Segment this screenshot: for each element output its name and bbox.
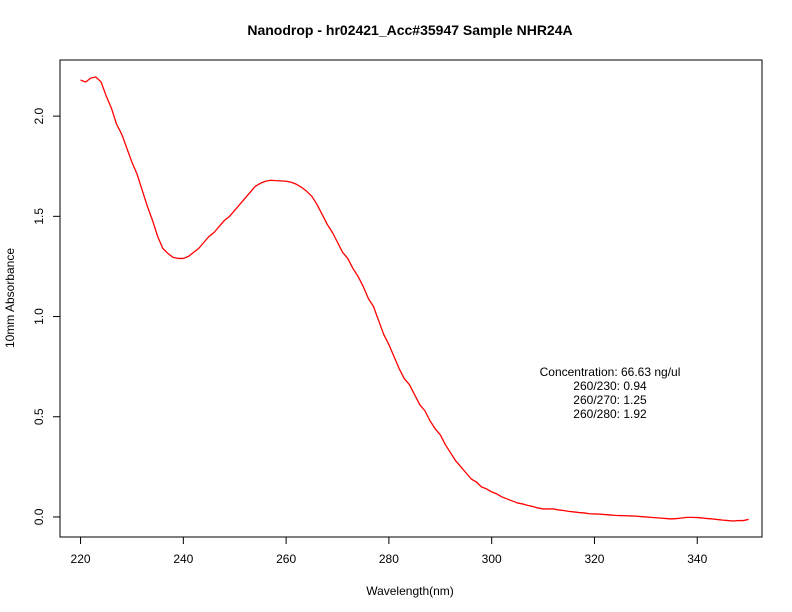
annotation-260-280: 260/280: 1.92 [573,407,647,421]
plot-frame [59,59,763,538]
x-tick-label: 220 [71,552,91,566]
x-tick-label: 320 [584,552,604,566]
x-tick-label: 340 [687,552,707,566]
x-tick-label: 280 [379,552,399,566]
x-axis: 220 240 260 280 300 320 340 [71,537,708,566]
y-tick-label: 2.0 [32,107,46,124]
series-layer [80,76,749,522]
annotation-concentration: Concentration: 66.63 ng/ul [540,365,681,379]
x-tick-label: 240 [173,552,193,566]
chart-title: Nanodrop - hr02421_Acc#35947 Sample NHR2… [247,22,572,38]
y-axis-label: 10mm Absorbance [3,248,17,348]
x-axis-label: Wavelength(nm) [366,584,454,598]
y-tick-label: 0.0 [32,508,46,525]
y-tick-label: 0.5 [32,408,46,425]
x-tick-label: 260 [276,552,296,566]
annotation-block: Concentration: 66.63 ng/ul 260/230: 0.94… [540,365,681,421]
y-tick-label: 1.5 [32,208,46,225]
y-axis: 0.0 0.5 1.0 1.5 2.0 [32,107,60,525]
x-tick-label: 300 [482,552,502,566]
absorbance-line [80,76,749,522]
y-tick-label: 1.0 [32,308,46,325]
annotation-260-230: 260/230: 0.94 [573,379,647,393]
annotation-260-270: 260/270: 1.25 [573,393,647,407]
